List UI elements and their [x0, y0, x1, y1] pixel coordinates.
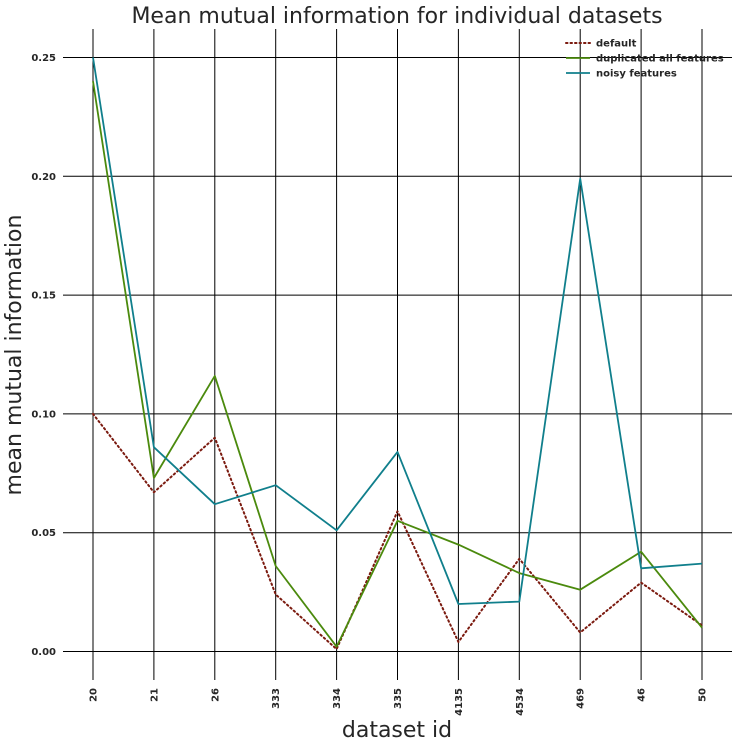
series-line-noisy-features [92, 57, 703, 605]
x-tick-label: 20 [89, 688, 100, 702]
x-tick-label: 4135 [454, 688, 465, 716]
x-tick-label: 21 [149, 688, 160, 702]
x-tick-label: 334 [332, 688, 343, 709]
legend-label: default [596, 39, 637, 50]
y-tick-label: 0.20 [31, 172, 56, 183]
x-tick-label: 335 [393, 688, 404, 709]
x-tick-label: 469 [576, 688, 587, 709]
y-tick-labels: 0.00 0.05 0.10 0.15 0.20 0.25 [31, 53, 56, 658]
series-line-duplicated-all-features [92, 81, 703, 648]
y-tick-label: 0.05 [31, 528, 56, 539]
legend-label: noisy features [596, 69, 677, 80]
x-axis-label: dataset id [342, 718, 452, 743]
legend-label: duplicated all features [596, 54, 724, 65]
y-tick-label: 0.10 [31, 409, 56, 420]
x-tick-label: 50 [698, 688, 709, 702]
legend: default duplicated all features noisy feat… [565, 39, 724, 80]
y-tick-label: 0.00 [31, 647, 56, 658]
x-tick-label: 26 [210, 688, 221, 702]
x-tick-labels: 20 21 26 333 334 335 4135 4534 469 46 50 [89, 688, 709, 716]
x-tick-label: 333 [271, 688, 282, 709]
y-tick-label: 0.25 [31, 53, 56, 64]
y-axis-label: mean mutual information [2, 215, 27, 496]
x-tick-label: 4534 [515, 688, 526, 716]
x-tick-label: 46 [637, 688, 648, 702]
series-line-default [92, 412, 703, 651]
series-lines [92, 57, 703, 651]
y-tick-label: 0.15 [31, 291, 56, 302]
chart-title: Mean mutual information for individual d… [131, 4, 662, 29]
grid [63, 29, 732, 680]
